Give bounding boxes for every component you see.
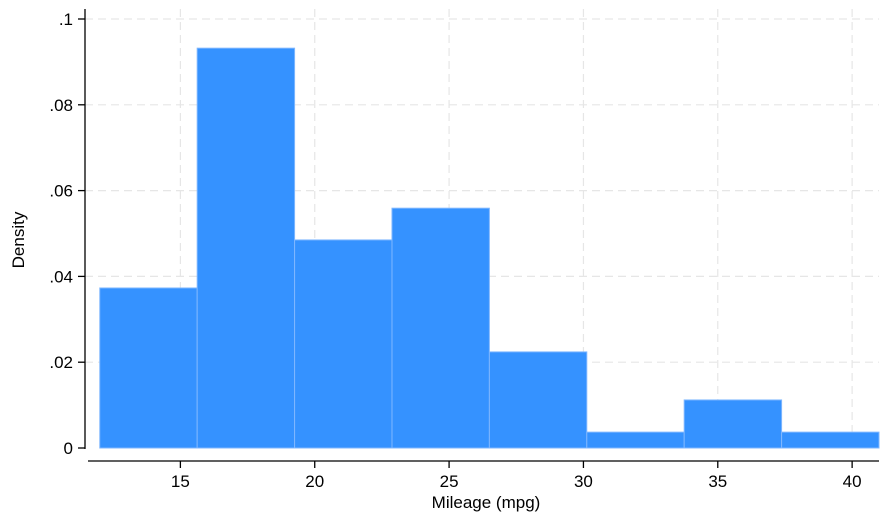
y-axis-ticks: 0 .02 .04 .06 .08 .1 <box>49 10 85 458</box>
histogram-bar <box>781 431 880 449</box>
x-axis-ticks: 15 20 25 30 35 40 <box>171 461 862 491</box>
y-tick-label: .08 <box>49 96 73 115</box>
y-tick-label: 0 <box>64 439 73 458</box>
x-tick-label: 20 <box>305 472 324 491</box>
y-tick-label: .02 <box>49 353 73 372</box>
histogram-bar <box>99 287 198 449</box>
x-tick-label: 35 <box>708 472 727 491</box>
x-tick-label: 40 <box>843 472 862 491</box>
y-tick-label: .06 <box>49 182 73 201</box>
histogram-bar <box>391 207 490 449</box>
x-tick-label: 15 <box>171 472 190 491</box>
axes <box>84 9 879 462</box>
histogram-bar <box>294 239 393 449</box>
histogram-bar <box>683 399 783 449</box>
x-tick-label: 30 <box>574 472 593 491</box>
y-axis-label: Density <box>9 211 28 268</box>
y-tick-label: .1 <box>59 10 73 29</box>
y-tick-label: .04 <box>49 267 73 286</box>
x-axis-label: Mileage (mpg) <box>432 493 541 512</box>
histogram-bars <box>99 47 880 449</box>
histogram-bar <box>586 431 685 449</box>
histogram-bar <box>196 47 296 449</box>
histogram-bar <box>488 351 588 449</box>
x-tick-label: 25 <box>440 472 459 491</box>
